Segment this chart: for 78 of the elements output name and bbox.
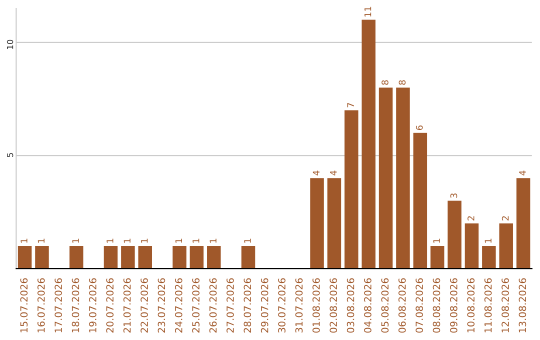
data-label: 1 — [20, 238, 28, 243]
data-label: 1 — [484, 238, 492, 243]
x-tick-label: 12.08.2026 — [502, 278, 509, 332]
bar — [35, 246, 49, 269]
data-label: 3 — [450, 193, 458, 198]
bar — [362, 20, 376, 269]
x-tick-label: 20.07.2026 — [106, 278, 114, 333]
x-tick-label: 22.07.2026 — [140, 278, 148, 333]
bar — [207, 246, 221, 269]
x-tick-label: 09.08.2026 — [450, 278, 458, 333]
data-label: 1 — [141, 238, 148, 243]
bar — [18, 246, 32, 269]
data-label: 2 — [468, 216, 474, 220]
data-label: 4 — [312, 170, 320, 176]
x-tick-label: 01.08.2026 — [312, 278, 320, 333]
x-tick-label: 24.07.2026 — [174, 278, 182, 333]
data-label: 2 — [502, 216, 509, 220]
data-label: 8 — [382, 80, 388, 85]
data-label: 1 — [175, 238, 182, 243]
data-label: 1 — [244, 238, 251, 243]
bar — [172, 246, 186, 269]
data-label: 1 — [210, 238, 216, 243]
x-tick-label: 25.07.2026 — [192, 278, 200, 333]
x-tick-label: 19.07.2026 — [89, 278, 96, 332]
x-tick-label: 23.07.2026 — [158, 278, 166, 333]
x-tick-label: 16.07.2026 — [37, 278, 45, 332]
x-tick-label: 31.07.2026 — [295, 278, 303, 333]
bar — [241, 246, 256, 269]
bar — [104, 246, 118, 269]
bar — [69, 246, 84, 269]
x-tick-label: 15.07.2026 — [20, 278, 28, 332]
data-label: 6 — [416, 125, 423, 130]
data-label: 7 — [347, 103, 354, 108]
bar — [327, 178, 342, 269]
x-tick-label: 03.08.2026 — [346, 278, 354, 333]
bar — [378, 88, 393, 269]
bar — [499, 223, 513, 269]
data-label: 4 — [519, 170, 526, 176]
bar — [430, 246, 444, 269]
data-label: 1 — [124, 238, 130, 243]
x-tick-label: 29.07.2026 — [260, 278, 268, 333]
x-tick-label: 17.07.2026 — [54, 278, 62, 332]
data-label: 8 — [398, 80, 406, 85]
y-tick-label: 10 — [6, 40, 14, 49]
bar — [344, 110, 358, 269]
x-tick-label: 10.08.2026 — [467, 278, 475, 332]
data-label: 1 — [433, 238, 440, 243]
bar — [190, 246, 204, 269]
bar — [413, 132, 428, 269]
data-label: 11 — [364, 6, 372, 17]
x-tick-label: 21.07.2026 — [123, 278, 131, 333]
x-tick-label: 07.08.2026 — [416, 278, 423, 333]
bar — [464, 223, 479, 269]
bar — [448, 200, 462, 269]
x-tick-label: 04.08.2026 — [364, 278, 372, 333]
x-tick-label: 13.08.2026 — [518, 278, 526, 332]
x-tick-label: 05.08.2026 — [381, 278, 389, 333]
bar — [482, 246, 496, 269]
data-label: 1 — [38, 238, 44, 243]
data-label: 1 — [192, 238, 200, 243]
x-tick-label: 26.07.2026 — [209, 278, 217, 333]
x-tick-label: 18.07.2026 — [72, 278, 80, 332]
x-tick-label: 27.07.2026 — [226, 278, 234, 333]
bar — [138, 246, 152, 269]
bar — [121, 246, 135, 269]
y-tick-label: 5 — [7, 153, 14, 158]
x-tick-label: 30.07.2026 — [278, 278, 286, 333]
data-label: 4 — [330, 170, 337, 176]
x-tick-label: 02.08.2026 — [330, 278, 338, 333]
bar — [310, 178, 324, 269]
data-label: 1 — [106, 238, 114, 243]
bar — [396, 88, 410, 269]
bar — [516, 178, 530, 269]
x-tick-label: 28.07.2026 — [244, 278, 252, 333]
x-tick-label: 08.08.2026 — [432, 278, 440, 333]
x-tick-label: 06.08.2026 — [398, 278, 406, 333]
x-tick-label: 11.08.2026 — [484, 278, 492, 332]
data-label: 1 — [72, 238, 79, 243]
